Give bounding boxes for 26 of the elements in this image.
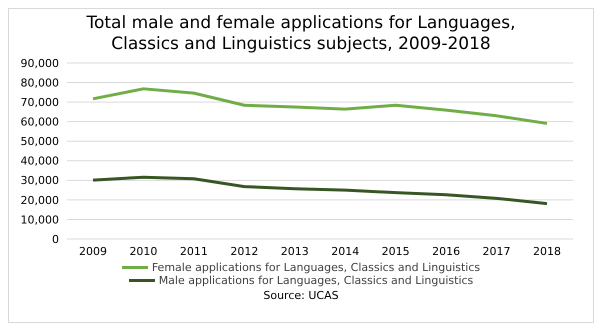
y-tick-label: 40,000	[20, 154, 59, 168]
x-tick-label: 2009	[79, 244, 107, 258]
y-tick-label: 10,000	[20, 213, 59, 226]
y-tick-label: 0	[52, 232, 59, 246]
x-tick-label: 2014	[331, 244, 360, 258]
x-tick-label: 2011	[180, 244, 208, 258]
line-series	[92, 87, 548, 125]
y-tick-label: 30,000	[20, 174, 59, 188]
x-tick-label: 2012	[230, 244, 258, 258]
source-note: Source: UCAS	[262, 289, 340, 302]
x-tick-label: 2010	[129, 244, 158, 258]
y-tick-label: 70,000	[20, 96, 59, 110]
x-tick-label: 2017	[482, 244, 511, 258]
x-tick-label: 2018	[533, 244, 561, 258]
y-tick-label: 20,000	[20, 194, 59, 207]
y-tick-label: 50,000	[20, 135, 59, 148]
legend-label: Female applications for Languages, Classics and Linguistics	[152, 261, 480, 274]
line-series	[92, 176, 548, 206]
y-tick-label: 80,000	[20, 76, 59, 90]
x-tick-label: 2015	[382, 244, 410, 258]
chart-title: Total male and female applications for Languages, Classics and Linguistics subjects, 2009-2018	[85, 12, 517, 55]
x-tick-label: 2016	[432, 244, 460, 258]
x-tick-label: 2013	[280, 244, 309, 258]
y-tick-label: 60,000	[20, 116, 59, 129]
legend-label: Male applications for Languages, Classics and Linguistics	[158, 274, 474, 287]
y-tick-label: 90,000	[20, 56, 59, 70]
